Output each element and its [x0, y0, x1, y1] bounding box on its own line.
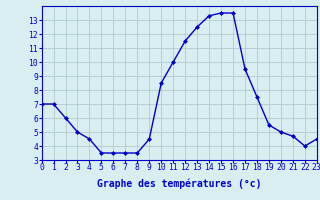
X-axis label: Graphe des températures (°c): Graphe des températures (°c) [97, 178, 261, 189]
